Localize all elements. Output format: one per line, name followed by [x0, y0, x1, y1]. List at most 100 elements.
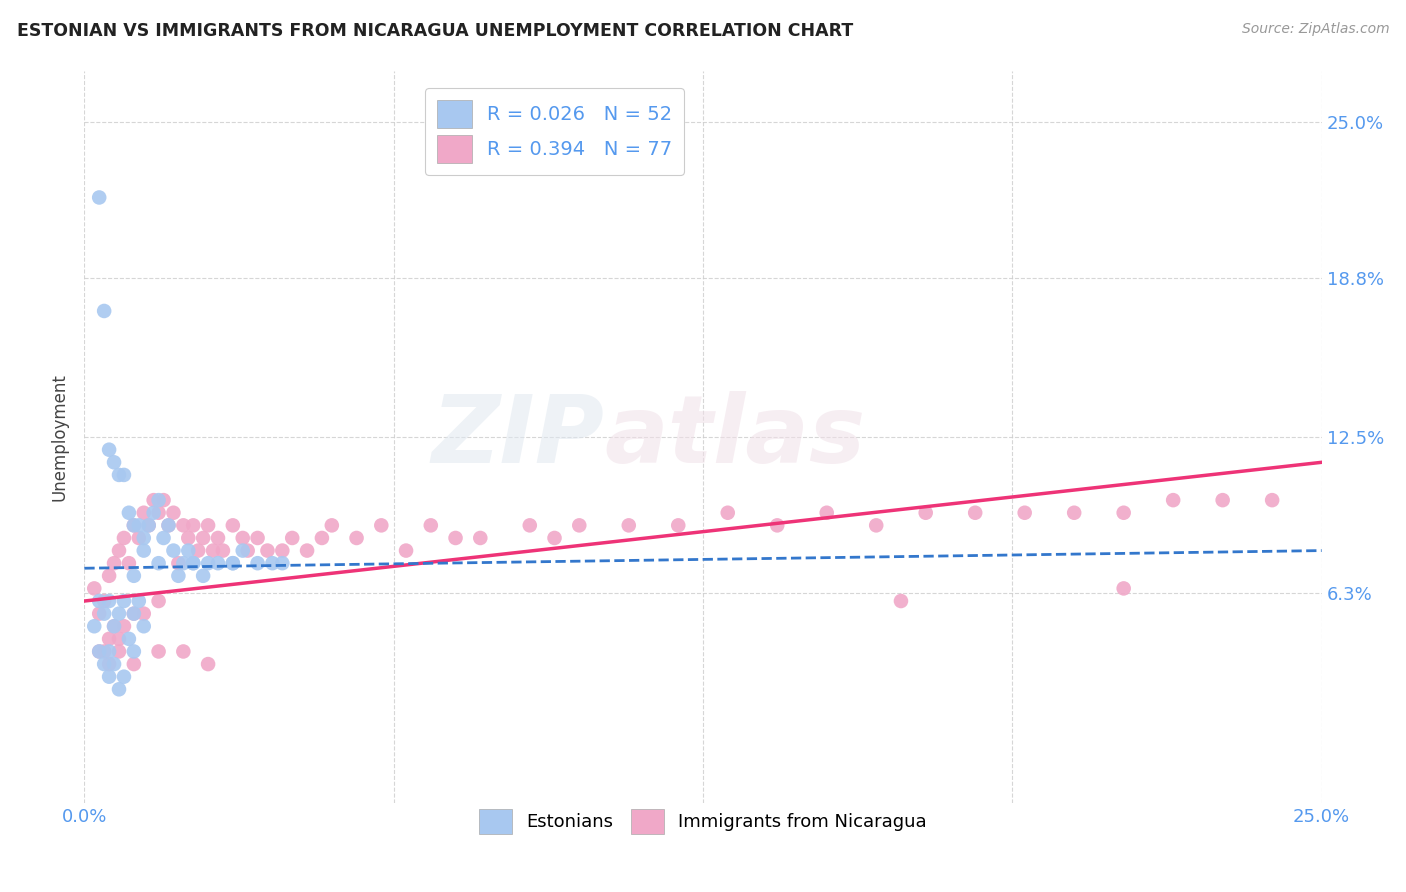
Point [281, 531, 304, 545]
Point [1161, 493, 1184, 508]
Point [103, 455, 125, 469]
Point [132, 506, 155, 520]
Point [108, 467, 131, 482]
Point [271, 556, 294, 570]
Point [152, 531, 174, 545]
Point [138, 518, 160, 533]
Point [118, 632, 141, 646]
Point [1112, 582, 1135, 596]
Point [108, 607, 131, 621]
Point [132, 619, 155, 633]
Point [965, 506, 987, 520]
Point [98, 632, 121, 646]
Point [103, 556, 125, 570]
Point [122, 518, 145, 533]
Point [148, 506, 170, 520]
Point [444, 531, 467, 545]
Point [93, 657, 115, 671]
Point [295, 543, 318, 558]
Point [568, 518, 591, 533]
Point [142, 493, 165, 508]
Point [207, 556, 229, 570]
Point [128, 594, 150, 608]
Text: atlas: atlas [605, 391, 865, 483]
Point [207, 531, 229, 545]
Point [142, 506, 165, 520]
Point [271, 543, 294, 558]
Point [83, 619, 105, 633]
Point [543, 531, 565, 545]
Point [98, 594, 121, 608]
Point [1014, 506, 1036, 520]
Text: Source: ZipAtlas.com: Source: ZipAtlas.com [1241, 22, 1389, 37]
Point [311, 531, 333, 545]
Point [232, 543, 254, 558]
Point [865, 518, 887, 533]
Point [93, 607, 115, 621]
Point [197, 518, 219, 533]
Point [167, 569, 190, 583]
Point [177, 531, 200, 545]
Point [89, 190, 111, 204]
Point [172, 518, 194, 533]
Point [122, 569, 145, 583]
Point [1112, 506, 1135, 520]
Point [148, 644, 170, 658]
Point [890, 594, 912, 608]
Point [666, 518, 689, 533]
Point [162, 543, 184, 558]
Point [98, 670, 121, 684]
Point [191, 531, 214, 545]
Point [157, 518, 180, 533]
Point [122, 607, 145, 621]
Point [108, 543, 131, 558]
Point [89, 607, 111, 621]
Legend: Estonians, Immigrants from Nicaragua: Estonians, Immigrants from Nicaragua [468, 797, 938, 845]
Point [122, 518, 145, 533]
Point [103, 657, 125, 671]
Point [132, 531, 155, 545]
Point [103, 619, 125, 633]
Point [112, 670, 135, 684]
Point [181, 556, 204, 570]
Point [108, 644, 131, 658]
Point [89, 594, 111, 608]
Point [98, 569, 121, 583]
Point [122, 657, 145, 671]
Point [914, 506, 936, 520]
Point [181, 518, 204, 533]
Point [162, 506, 184, 520]
Point [717, 506, 740, 520]
Point [815, 506, 838, 520]
Point [128, 531, 150, 545]
Point [93, 304, 115, 318]
Point [112, 467, 135, 482]
Point [197, 657, 219, 671]
Point [98, 442, 121, 457]
Point [246, 556, 269, 570]
Point [148, 493, 170, 508]
Point [93, 594, 115, 608]
Point [118, 506, 141, 520]
Point [191, 569, 214, 583]
Point [157, 518, 180, 533]
Point [256, 543, 278, 558]
Point [138, 518, 160, 533]
Point [132, 543, 155, 558]
Point [212, 543, 235, 558]
Point [222, 556, 245, 570]
Point [152, 493, 174, 508]
Point [128, 518, 150, 533]
Point [222, 518, 245, 533]
Point [89, 644, 111, 658]
Text: ESTONIAN VS IMMIGRANTS FROM NICARAGUA UNEMPLOYMENT CORRELATION CHART: ESTONIAN VS IMMIGRANTS FROM NICARAGUA UN… [17, 22, 853, 40]
Point [262, 556, 284, 570]
Point [103, 619, 125, 633]
Point [419, 518, 441, 533]
Y-axis label: Unemployment: Unemployment [51, 373, 69, 501]
Point [1261, 493, 1284, 508]
Point [108, 682, 131, 697]
Point [83, 582, 105, 596]
Point [395, 543, 418, 558]
Point [236, 543, 259, 558]
